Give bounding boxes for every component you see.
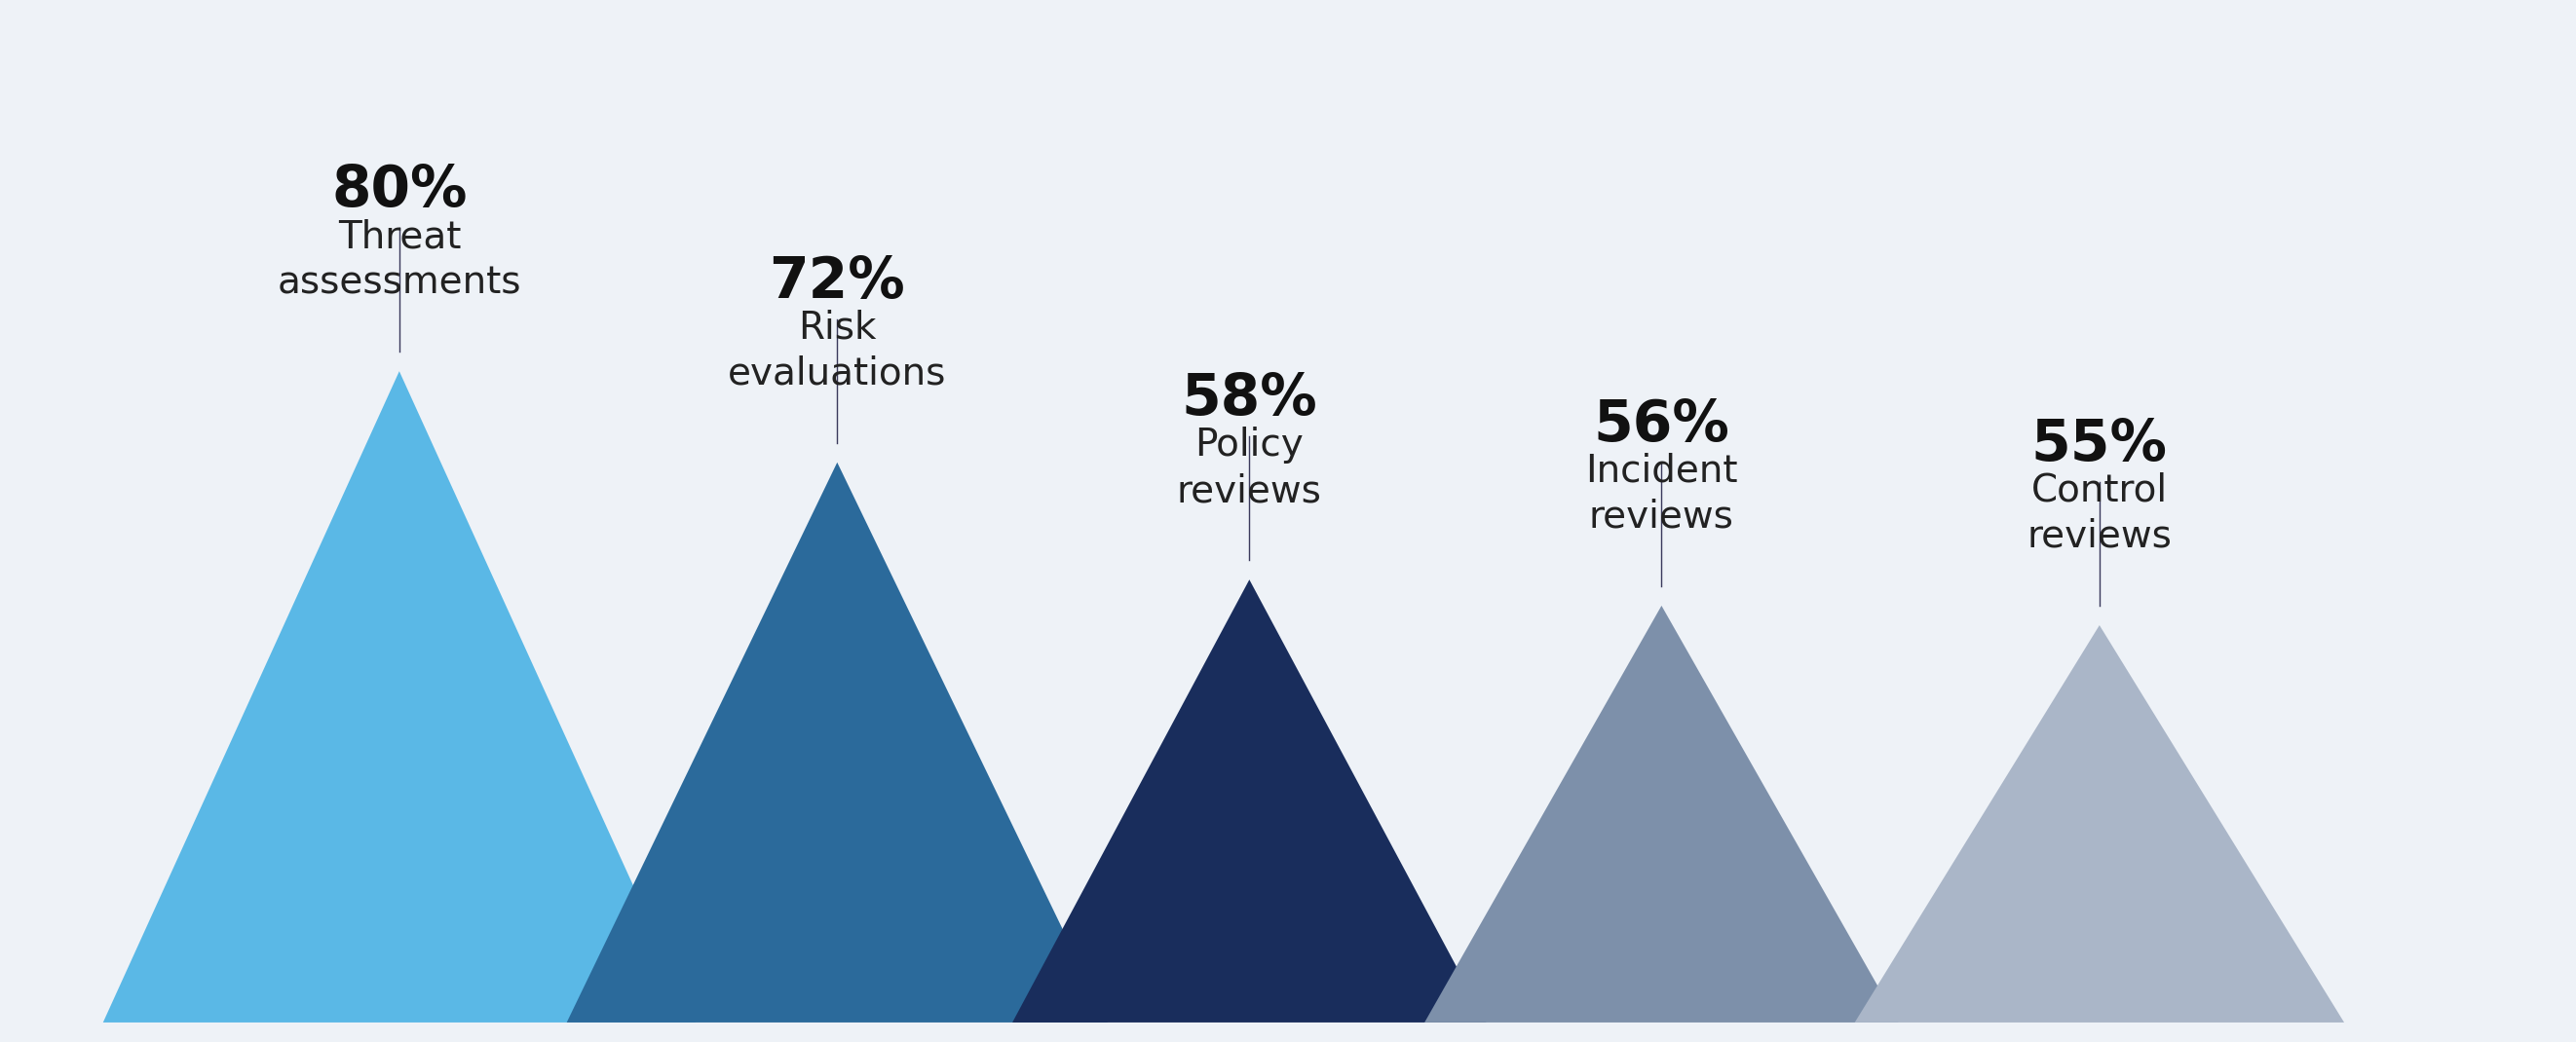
Polygon shape <box>1425 605 1899 1022</box>
Text: 72%: 72% <box>770 254 904 309</box>
Text: Threat
assessments: Threat assessments <box>278 218 520 301</box>
Text: Policy
reviews: Policy reviews <box>1177 426 1321 510</box>
Polygon shape <box>567 463 1108 1022</box>
Text: 56%: 56% <box>1595 397 1728 452</box>
Polygon shape <box>1855 625 2344 1022</box>
Text: Risk
evaluations: Risk evaluations <box>729 309 945 392</box>
Text: Control
reviews: Control reviews <box>2027 472 2172 555</box>
Text: Incident
reviews: Incident reviews <box>1584 452 1739 536</box>
Text: 55%: 55% <box>2032 417 2166 472</box>
Text: 58%: 58% <box>1182 371 1316 426</box>
Polygon shape <box>103 371 696 1022</box>
Polygon shape <box>1012 579 1486 1022</box>
Text: 80%: 80% <box>332 163 466 218</box>
